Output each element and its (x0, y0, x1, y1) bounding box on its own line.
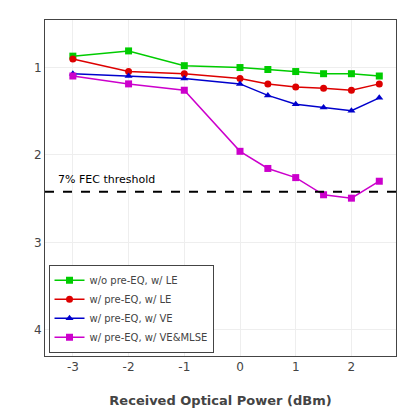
svg-text:4: 4 (34, 323, 42, 337)
svg-text:-1: -1 (178, 360, 190, 374)
svg-text:7% FEC threshold: 7% FEC threshold (58, 173, 155, 186)
svg-text:3: 3 (34, 236, 42, 250)
svg-text:-2: -2 (123, 360, 135, 374)
svg-text:2: 2 (34, 148, 42, 162)
svg-text:-3: -3 (67, 360, 79, 374)
svg-text:w/ pre-EQ, w/ VE&MLSE: w/ pre-EQ, w/ VE&MLSE (90, 332, 208, 343)
svg-text:0: 0 (236, 360, 244, 374)
svg-text:w/ pre-EQ, w/ LE: w/ pre-EQ, w/ LE (90, 294, 172, 305)
svg-text:2: 2 (348, 360, 356, 374)
svg-text:w/o pre-EQ, w/ LE: w/o pre-EQ, w/ LE (90, 275, 178, 286)
svg-text:w/ pre-EQ, w/ VE: w/ pre-EQ, w/ VE (90, 313, 173, 324)
svg-text:1: 1 (34, 61, 42, 75)
svg-text:Received Optical Power (dBm): Received Optical Power (dBm) (109, 393, 331, 408)
svg-text:1: 1 (292, 360, 300, 374)
